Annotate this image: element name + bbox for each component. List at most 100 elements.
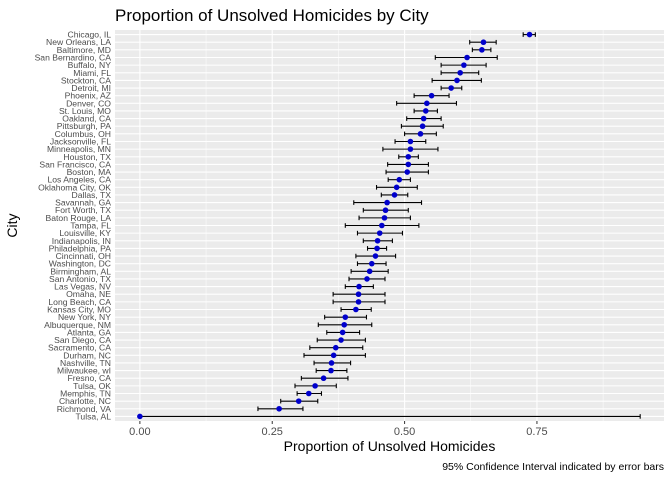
y-tick-label: Sacramento, CA [48,343,111,353]
x-tick-label: 0.50 [394,426,415,438]
data-point [376,230,383,236]
y-tick-label: Baton Rouge, LA [46,213,112,223]
data-point [396,176,403,183]
data-point [355,299,362,305]
data-point [332,344,339,351]
y-tick-label: Tulsa, OK [73,381,111,391]
y-tick-label: Kansas City, MO [47,305,111,315]
y-tick-label: Jacksonville, FL [50,136,111,146]
y-tick-label: Oklahoma City, OK [38,182,111,192]
data-point [312,383,318,389]
chart-title: Proportion of Unsolved Homicides by City [115,6,429,25]
data-point [384,199,390,206]
data-point [448,85,454,91]
y-tick-label: Milwaukee, wI [57,366,111,376]
y-tick-label: San Diego, CA [54,335,111,345]
y-tick-label: Washington, DC [49,259,111,269]
x-tick-labels: 0.00 0.25 0.50 0.75 [129,421,548,438]
y-tick-label: Cincinnati, OH [56,251,111,261]
data-point [366,268,373,275]
data-point [374,237,381,244]
y-axis-title: City [4,213,20,237]
y-tick-label: Los Angeles, CA [47,175,111,185]
data-point [419,123,426,130]
y-tick-label: Richmond, VA [57,404,112,414]
y-tick-label: Baltimore, MD [57,45,111,55]
data-point [328,360,335,366]
data-point [422,108,429,114]
data-point [428,92,435,99]
data-point [356,283,362,290]
y-tick-label: Long Beach, CA [48,297,111,307]
data-point [295,398,302,404]
y-tick-label: Philadelphia, PA [49,243,112,253]
data-point [339,329,346,336]
data-point [479,47,485,53]
data-point [424,100,430,107]
y-tick-label: Tulsa, AL [75,411,111,421]
data-point [407,138,414,145]
y-tick-label: Nashville, TN [60,358,111,368]
data-point [393,184,400,191]
data-point [355,291,362,298]
data-point [137,413,143,420]
y-tick-label: Denver, CO [66,98,111,108]
data-point [341,321,348,328]
data-point [382,207,389,214]
data-point [379,222,385,229]
data-point [368,260,375,267]
y-tick-label: Indianapolis, IN [52,236,111,246]
data-point [381,215,388,221]
y-tick-label: Memphis, TN [60,389,111,399]
data-point [328,367,334,374]
y-tick-label: Omaha, NE [66,289,111,299]
data-point [404,169,411,175]
grid-major [115,30,664,421]
y-tick-label: New Orleans, LA [46,37,111,47]
y-tick-label: Fort Worth, TX [55,205,111,215]
y-tick-label: Stockton, CA [61,75,111,85]
y-tick-label: Chicago, IL [68,30,112,40]
data-point [420,115,427,122]
y-tick-label: San Francisco, CA [39,159,111,169]
data-point [338,337,344,343]
y-tick-label: St. Louis, MO [59,106,111,116]
y-tick-label: Pittsburgh, PA [57,121,112,131]
y-tick-label: Louisville, KY [59,228,111,238]
data-point [457,69,463,76]
y-tick-label: Oakland, CA [62,114,111,124]
data-point [480,39,487,46]
data-point [353,306,359,313]
data-point [464,54,470,61]
y-tick-label: San Antonio, TX [49,274,111,284]
y-tick-label: Columbus, OH [55,129,111,139]
y-tick-label: Atlanta, GA [67,327,111,337]
data-point [364,276,370,282]
data-point [405,161,412,168]
y-tick-label: Durham, NC [63,350,111,360]
data-point [330,352,337,359]
y-tick-label: Savannah, GA [55,198,111,208]
data-point [526,31,533,38]
data-point [407,146,414,152]
data-point [417,131,424,137]
x-tick-label: 0.00 [129,426,150,438]
data-point [454,77,460,84]
y-tick-label: San Bernardino, CA [35,52,112,62]
data-point [461,62,467,68]
y-tick-label: Minneapolis, MN [47,144,111,154]
chart-caption: 95% Confidence Interval indicated by err… [442,461,664,473]
data-point [391,192,398,198]
data-point [342,314,349,320]
y-tick-label: Fresno, CA [68,373,112,383]
data-point [305,390,312,397]
data-point [320,375,327,382]
y-tick-label: Dallas, TX [72,190,112,200]
y-tick-label: Albuquerque, NM [44,320,111,330]
y-tick-label: Houston, TX [63,152,111,162]
x-tick-label: 0.25 [262,426,283,438]
y-tick-label: Boston, MA [67,167,112,177]
data-point [374,245,380,252]
